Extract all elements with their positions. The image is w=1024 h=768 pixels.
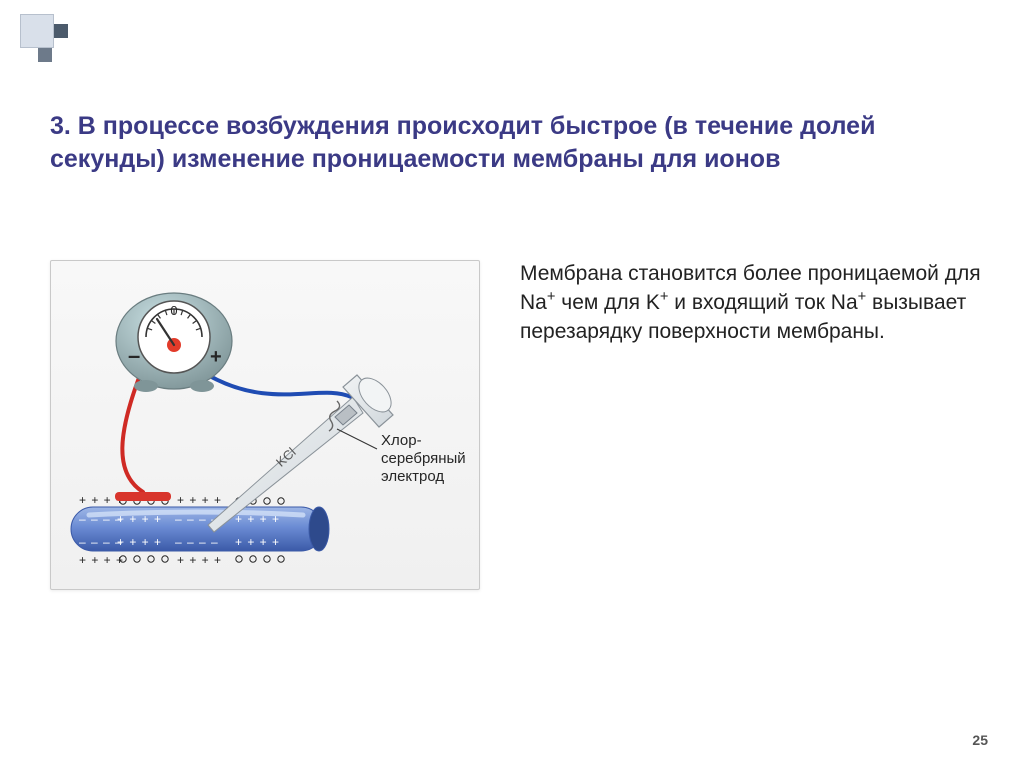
svg-text:+ + + +: + + + +	[117, 512, 162, 526]
page-number: 25	[972, 732, 988, 748]
svg-text:+ + + +: + + + +	[79, 553, 124, 567]
svg-text:+ + + +: + + + +	[177, 493, 222, 507]
svg-text:Хлор-: Хлор-	[381, 432, 422, 449]
slide-corner-deco	[20, 14, 74, 68]
svg-text:+ + + +: + + + +	[235, 512, 280, 526]
svg-text:– – – –: – – – –	[175, 535, 219, 549]
slide-content: 0–++ + + ++ + + +– – – –+ + + +– – – –+ …	[50, 260, 984, 590]
body-text: Мембрана становится более проницаемой дл…	[520, 260, 984, 590]
svg-text:+ + + +: + + + +	[177, 553, 222, 567]
svg-text:+: +	[210, 346, 222, 368]
figure-electrode-diagram: 0–++ + + ++ + + +– – – –+ + + +– – – –+ …	[50, 260, 480, 590]
svg-text:электрод: электрод	[381, 468, 444, 485]
svg-text:0: 0	[170, 303, 177, 318]
slide-title: 3. В процессе возбуждения происходит быс…	[50, 110, 974, 175]
svg-text:+ + + +: + + + +	[235, 535, 280, 549]
svg-text:серебряный: серебряный	[381, 450, 466, 467]
svg-text:+ + + +: + + + +	[117, 535, 162, 549]
svg-text:–: –	[128, 343, 140, 368]
